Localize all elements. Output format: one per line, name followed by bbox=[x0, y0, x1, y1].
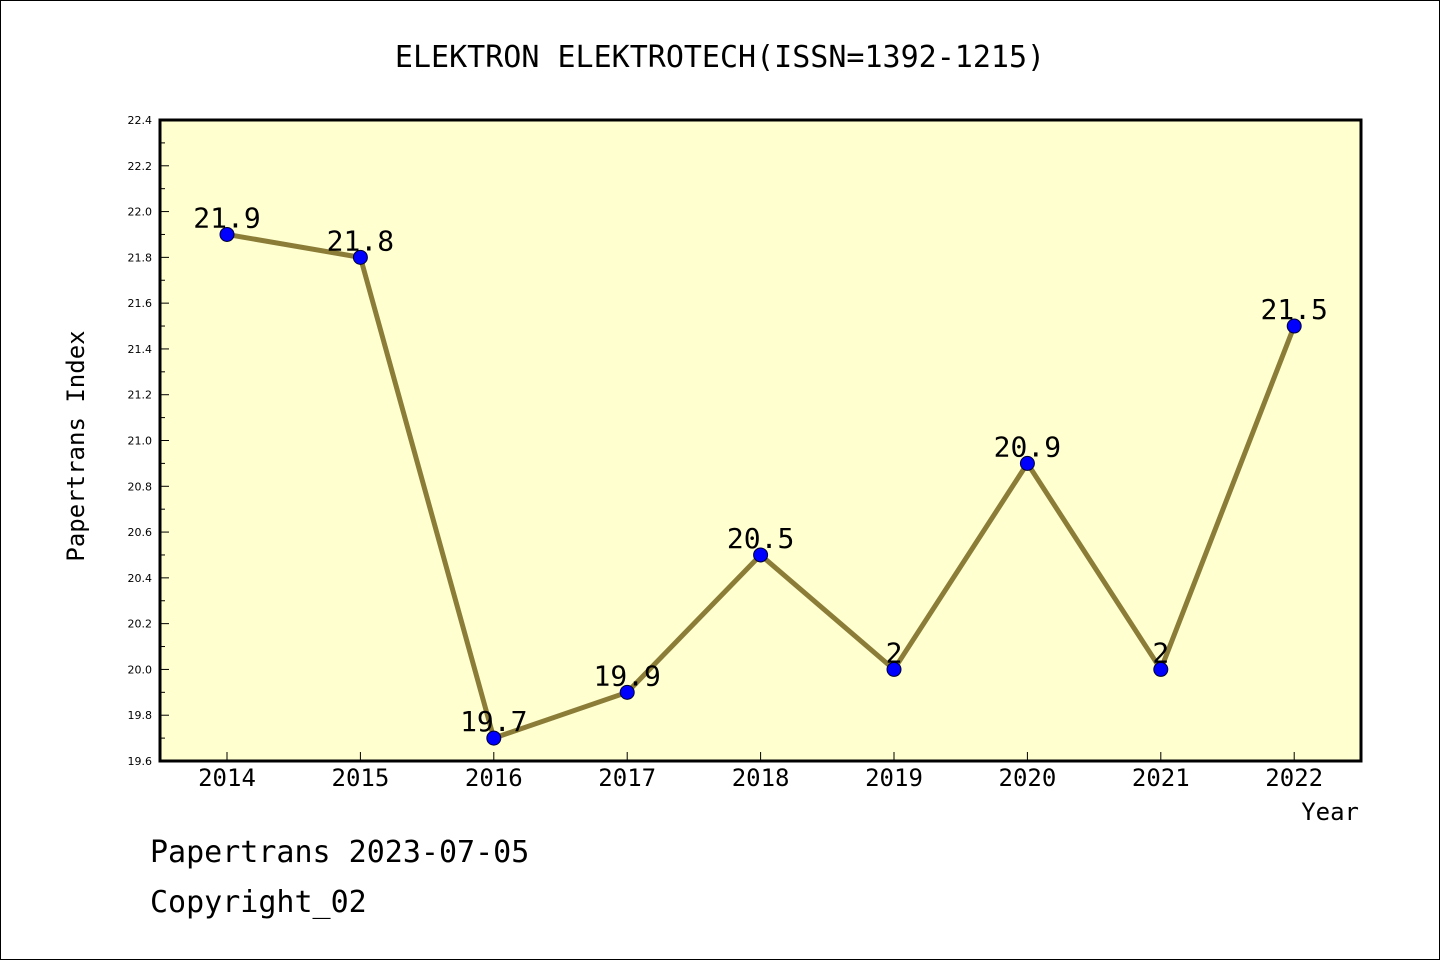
y-tick-label: 19.8 bbox=[128, 709, 153, 722]
data-label: 21.8 bbox=[327, 224, 394, 257]
data-labels: 21.9 21.8 19.7 19.9 20.5 2 20.9 2 21.5 bbox=[193, 201, 1328, 738]
x-tick-label: 2019 bbox=[865, 764, 923, 792]
data-point-marker bbox=[753, 547, 769, 563]
data-point-marker bbox=[1286, 318, 1302, 334]
data-point-marker bbox=[886, 661, 902, 677]
data-point-marker bbox=[619, 684, 635, 700]
data-label: 2 bbox=[886, 636, 903, 669]
y-tick-label: 21.0 bbox=[128, 435, 153, 448]
chart-title: ELEKTRON ELEKTROTECH(ISSN=1392-1215) bbox=[395, 40, 1045, 75]
y-tick-label: 21.4 bbox=[128, 343, 153, 356]
x-axis: 2014 2015 2016 2017 2018 2019 2020 2021 2022 bbox=[198, 752, 1323, 792]
x-tick-label: 2017 bbox=[598, 764, 656, 792]
plot-area bbox=[158, 118, 1363, 763]
x-tick-label: 2022 bbox=[1265, 764, 1323, 792]
data-label: 19.7 bbox=[460, 705, 527, 738]
y-tick-label: 21.8 bbox=[128, 251, 153, 264]
x-axis-label: Year bbox=[1301, 798, 1359, 826]
y-tick-label: 21.2 bbox=[128, 389, 153, 402]
y-tick-label: 20.4 bbox=[128, 572, 153, 585]
y-tick-label: 22.0 bbox=[128, 206, 153, 219]
x-tick-label: 2018 bbox=[732, 764, 790, 792]
data-label: 20.9 bbox=[994, 430, 1061, 463]
data-point-marker bbox=[352, 249, 368, 265]
x-tick-label: 2016 bbox=[465, 764, 523, 792]
data-label: 21.9 bbox=[193, 201, 260, 234]
y-axis: 19.6 19.8 20.0 20.2 20.4 20.6 20.8 21.0 21.2 21.4… bbox=[128, 114, 169, 768]
data-label: 20.5 bbox=[727, 522, 794, 555]
y-axis-label: Papertrans Index bbox=[62, 330, 90, 561]
y-tick-label: 20.2 bbox=[128, 618, 153, 631]
y-tick-label: 20.0 bbox=[128, 663, 153, 676]
data-point-marker bbox=[1153, 661, 1169, 677]
y-tick-label: 19.6 bbox=[128, 755, 153, 768]
footer-copyright: Copyright_02 bbox=[150, 885, 367, 920]
data-label: 21.5 bbox=[1260, 293, 1327, 326]
footer-date: Papertrans 2023-07-05 bbox=[150, 835, 530, 870]
data-point-marker bbox=[486, 730, 502, 746]
x-tick-label: 2015 bbox=[332, 764, 390, 792]
data-label: 19.9 bbox=[593, 659, 660, 692]
y-tick-label: 20.8 bbox=[128, 480, 153, 493]
x-tick-label: 2014 bbox=[198, 764, 256, 792]
series-layer bbox=[219, 226, 1302, 746]
data-point-marker bbox=[1019, 455, 1035, 471]
data-label: 2 bbox=[1152, 636, 1169, 669]
y-tick-label: 21.6 bbox=[128, 297, 153, 310]
x-tick-label: 2021 bbox=[1132, 764, 1190, 792]
y-tick-label: 22.2 bbox=[128, 160, 153, 173]
x-tick-label: 2020 bbox=[999, 764, 1057, 792]
y-tick-label: 22.4 bbox=[128, 114, 153, 127]
data-point-marker bbox=[219, 226, 235, 242]
y-tick-label: 20.6 bbox=[128, 526, 153, 539]
